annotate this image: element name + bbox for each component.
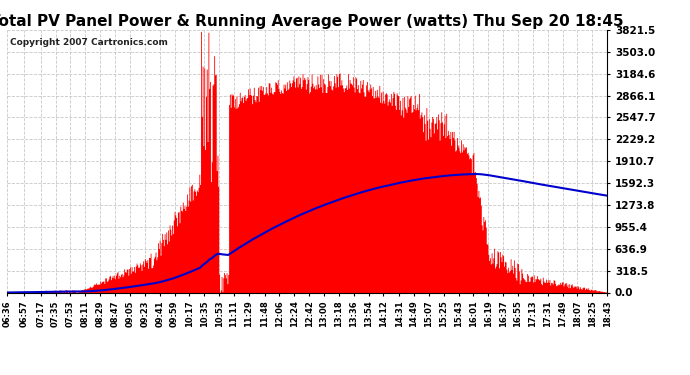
Title: Total PV Panel Power & Running Average Power (watts) Thu Sep 20 18:45: Total PV Panel Power & Running Average P…: [0, 14, 624, 29]
Text: Copyright 2007 Cartronics.com: Copyright 2007 Cartronics.com: [10, 38, 168, 47]
